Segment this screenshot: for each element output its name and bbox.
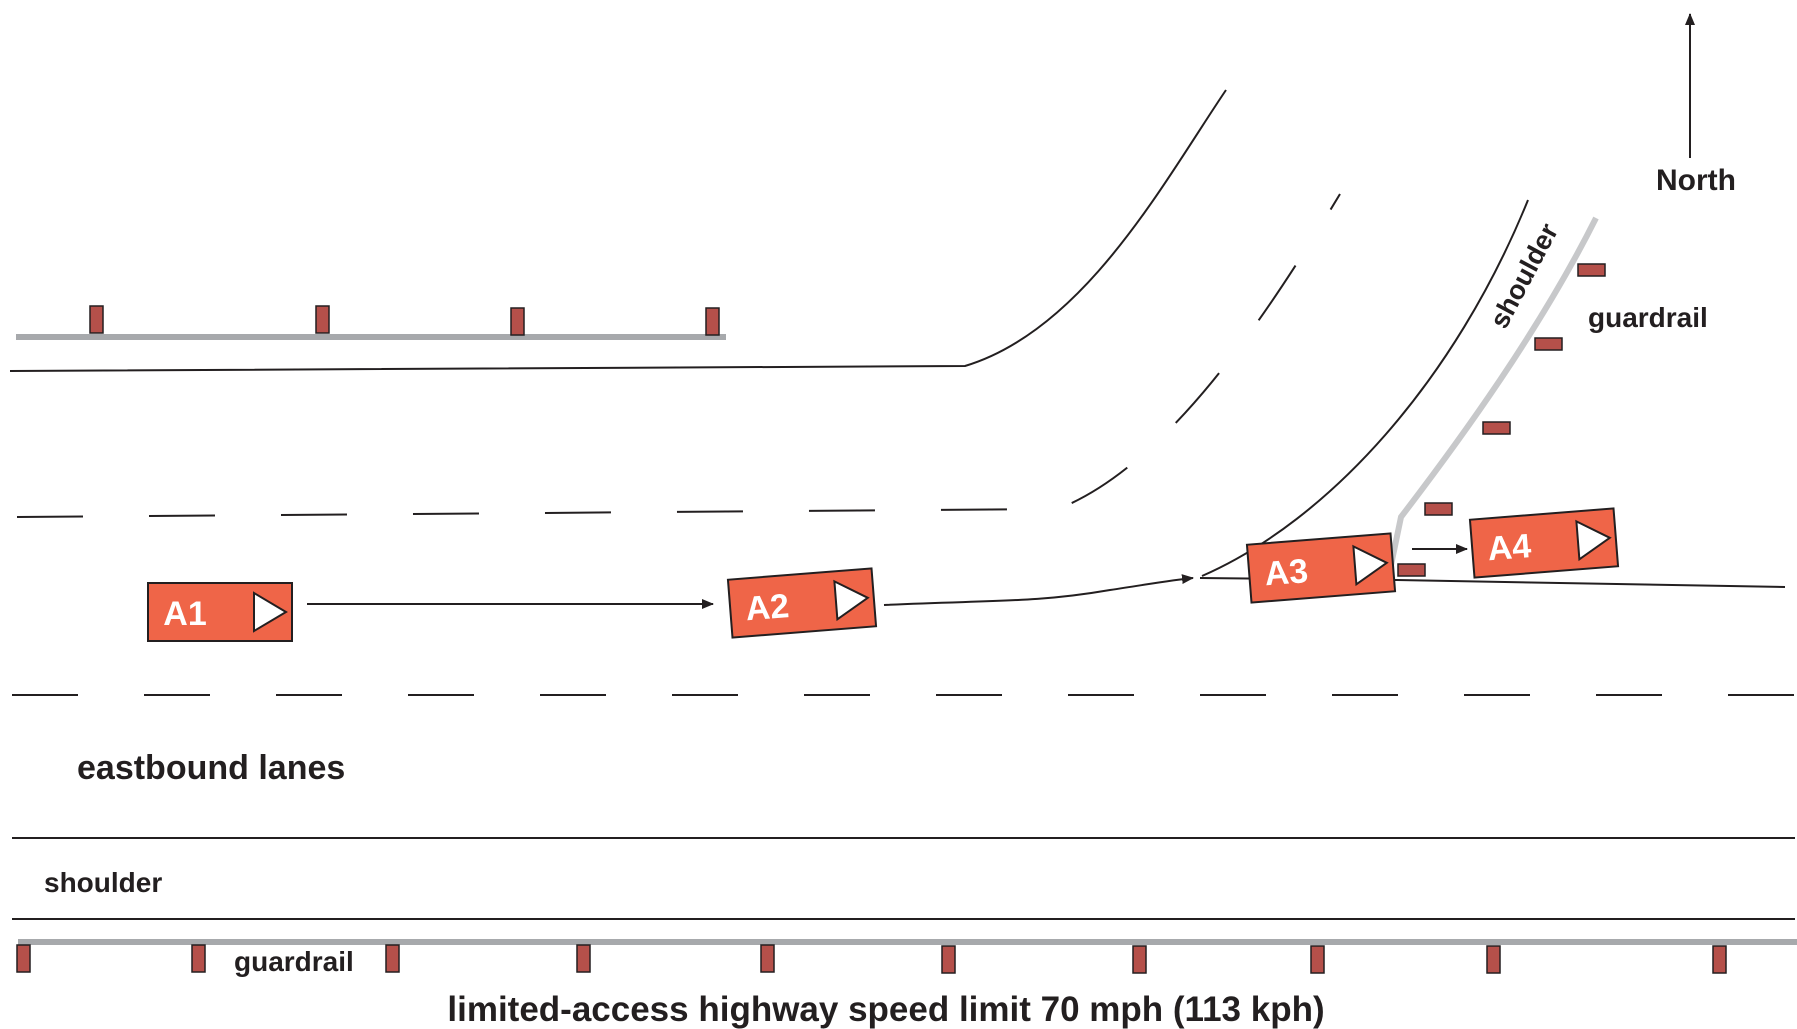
vehicle-a3-direction-icon — [1352, 544, 1389, 587]
lower-guardrail-post — [385, 944, 400, 973]
vehicle-a3-label: A3 — [1263, 552, 1309, 593]
eastbound-lanes-label: eastbound lanes — [77, 749, 345, 787]
lower-guardrail-label: guardrail — [234, 946, 354, 977]
ramp-guardrail-rail — [1387, 216, 1599, 571]
vehicle-a3: A3 — [1245, 532, 1397, 604]
ramp-guardrail-post — [1397, 563, 1426, 577]
travel-arrow-a2-a3 — [883, 574, 1194, 606]
lower-guardrail-post — [16, 944, 31, 973]
upper-guardrail-post — [705, 307, 720, 336]
lower-guardrail-post — [576, 944, 591, 973]
ramp-guardrail-post — [1577, 263, 1606, 277]
upper-road-edge — [9, 89, 1227, 372]
lower-guardrail-post — [941, 945, 956, 974]
vehicle-a4: A4 — [1468, 507, 1620, 579]
vehicle-a4-direction-icon — [1575, 519, 1612, 562]
vehicle-a2-direction-icon — [833, 579, 870, 622]
ramp-guardrail-post — [1482, 421, 1511, 435]
ramp-guardrail-post — [1424, 502, 1453, 516]
lower-guardrail-post — [760, 944, 775, 973]
upper-guardrail-post — [510, 307, 525, 336]
upper-guardrail-post — [89, 305, 104, 334]
lower-guardrail-post — [1712, 945, 1727, 974]
lower-shoulder-label: shoulder — [44, 867, 162, 898]
vehicle-a2-label: A2 — [744, 587, 790, 628]
lower-guardrail-post — [191, 944, 206, 973]
lower-guardrail-post — [1310, 945, 1325, 974]
ramp-shoulder-label: shoulder — [1484, 218, 1564, 333]
lower-guardrail-post — [1132, 945, 1147, 974]
ramp-guardrail-post — [1534, 337, 1563, 351]
lower-guardrail-post — [1486, 945, 1501, 974]
vehicle-a1-label: A1 — [163, 595, 206, 633]
lane-divider-curve — [16, 193, 1341, 518]
ramp-guardrail-label: guardrail — [1588, 302, 1708, 333]
diagram-caption: limited-access highway speed limit 70 mp… — [447, 990, 1324, 1029]
upper-guardrail-post — [315, 305, 330, 334]
north-label: North — [1656, 164, 1736, 197]
vehicle-a1-direction-icon — [253, 591, 288, 633]
vehicle-a2: A2 — [726, 567, 878, 639]
vehicle-a1: A1 — [147, 582, 293, 642]
vehicle-a4-label: A4 — [1486, 527, 1532, 568]
